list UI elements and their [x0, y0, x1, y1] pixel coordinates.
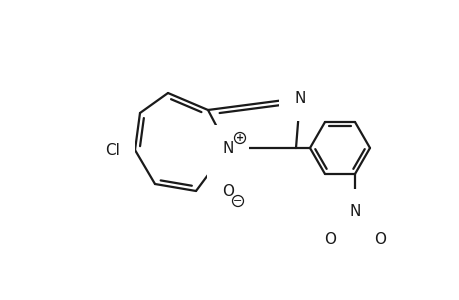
Text: O: O — [222, 184, 234, 199]
Text: Cl: Cl — [105, 142, 120, 158]
Text: N: N — [294, 91, 305, 106]
Text: −: − — [233, 196, 242, 206]
Text: N: N — [348, 205, 360, 220]
Text: O: O — [373, 232, 385, 247]
Text: N: N — [222, 140, 233, 155]
Text: O: O — [323, 232, 335, 247]
Text: +: + — [235, 133, 244, 143]
